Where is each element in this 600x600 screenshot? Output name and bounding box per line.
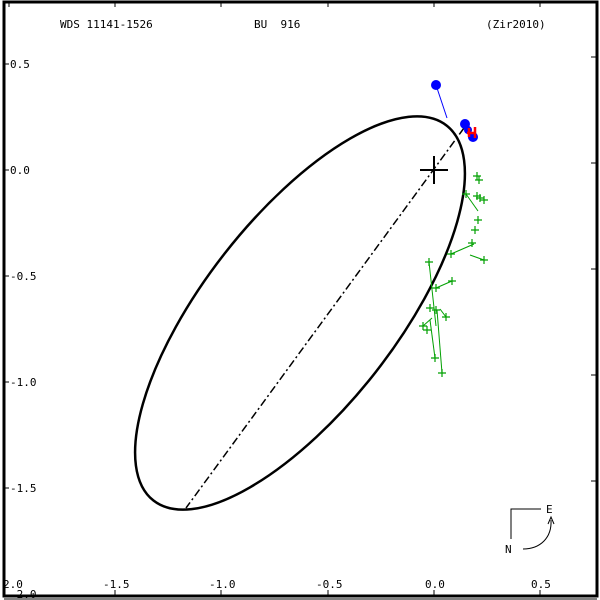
- x-tick-label: -1.0: [209, 578, 236, 591]
- y-tick-label: 0.5: [10, 58, 30, 71]
- compass-icon: [510, 508, 555, 550]
- red-measure-markers: [467, 127, 477, 138]
- y-tick-label: -1.0: [10, 376, 37, 389]
- reference-label: (Zir2010): [486, 18, 546, 31]
- compass-east-label: E: [546, 503, 553, 516]
- left-ticks: [4, 63, 9, 489]
- x-tick-label: 2.0: [3, 578, 23, 591]
- blue-measure-point: [431, 80, 441, 90]
- orbit-ellipse: [133, 115, 467, 511]
- y-tick-label: -2.0: [10, 588, 37, 600]
- x-tick-label: -0.5: [316, 578, 343, 591]
- right-ticks: [591, 56, 597, 482]
- y-tick-label: -1.5: [10, 482, 37, 495]
- green-observation-markers: [419, 172, 488, 377]
- y-tick-label: -0.5: [10, 270, 37, 283]
- y-tick-label: 0.0: [10, 164, 30, 177]
- discoverer-label: BU 916: [254, 18, 300, 31]
- x-tick-label: -1.5: [103, 578, 130, 591]
- x-tick-label: 0.0: [425, 578, 445, 591]
- line-of-apsides: [185, 127, 465, 509]
- green-residual-lines: [422, 193, 485, 374]
- compass-north-label: N: [505, 543, 512, 556]
- primary-star-cross: [420, 156, 448, 184]
- bottom-ticks: [114, 590, 541, 596]
- wds-id-label: WDS 11141-1526: [60, 18, 153, 31]
- x-tick-label: 0.5: [531, 578, 551, 591]
- top-ticks: [8, 2, 541, 7]
- blue-residual-line: [435, 84, 448, 119]
